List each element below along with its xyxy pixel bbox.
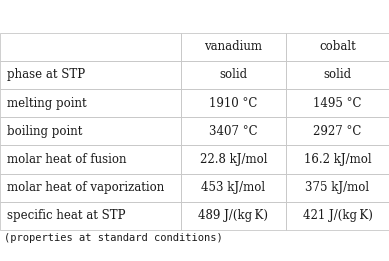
Text: cobalt: cobalt — [319, 40, 356, 53]
Bar — [0, 117, 181, 145]
Text: 2927 °C: 2927 °C — [313, 125, 362, 138]
Text: 16.2 kJ/mol: 16.2 kJ/mol — [304, 153, 371, 166]
Text: 421 J/(kg K): 421 J/(kg K) — [303, 209, 372, 222]
Bar — [286, 61, 389, 89]
Bar — [0, 174, 181, 202]
Text: (properties at standard conditions): (properties at standard conditions) — [4, 233, 223, 242]
Bar — [0, 61, 181, 89]
Bar — [286, 145, 389, 174]
Bar — [286, 117, 389, 145]
Text: vanadium: vanadium — [204, 40, 263, 53]
Bar — [286, 89, 389, 117]
Bar — [286, 174, 389, 202]
Bar — [181, 174, 286, 202]
Text: solid: solid — [219, 68, 247, 81]
Bar — [181, 202, 286, 230]
Text: 489 J/(kg K): 489 J/(kg K) — [198, 209, 268, 222]
Text: 1910 °C: 1910 °C — [209, 97, 258, 110]
Text: 3407 °C: 3407 °C — [209, 125, 258, 138]
Bar — [286, 202, 389, 230]
Text: 1495 °C: 1495 °C — [313, 97, 362, 110]
Bar — [0, 145, 181, 174]
Text: solid: solid — [323, 68, 352, 81]
Text: 375 kJ/mol: 375 kJ/mol — [305, 181, 370, 194]
Bar — [181, 145, 286, 174]
Text: molar heat of vaporization: molar heat of vaporization — [7, 181, 164, 194]
Text: boiling point: boiling point — [7, 125, 82, 138]
Text: melting point: melting point — [7, 97, 87, 110]
Text: molar heat of fusion: molar heat of fusion — [7, 153, 126, 166]
Bar — [0, 33, 181, 61]
Text: 22.8 kJ/mol: 22.8 kJ/mol — [200, 153, 267, 166]
Text: specific heat at STP: specific heat at STP — [7, 209, 126, 222]
Text: 453 kJ/mol: 453 kJ/mol — [202, 181, 265, 194]
Bar — [181, 33, 286, 61]
Text: phase at STP: phase at STP — [7, 68, 85, 81]
Bar — [0, 202, 181, 230]
Bar — [0, 89, 181, 117]
Bar — [181, 89, 286, 117]
Bar — [181, 61, 286, 89]
Bar — [181, 117, 286, 145]
Bar — [286, 33, 389, 61]
